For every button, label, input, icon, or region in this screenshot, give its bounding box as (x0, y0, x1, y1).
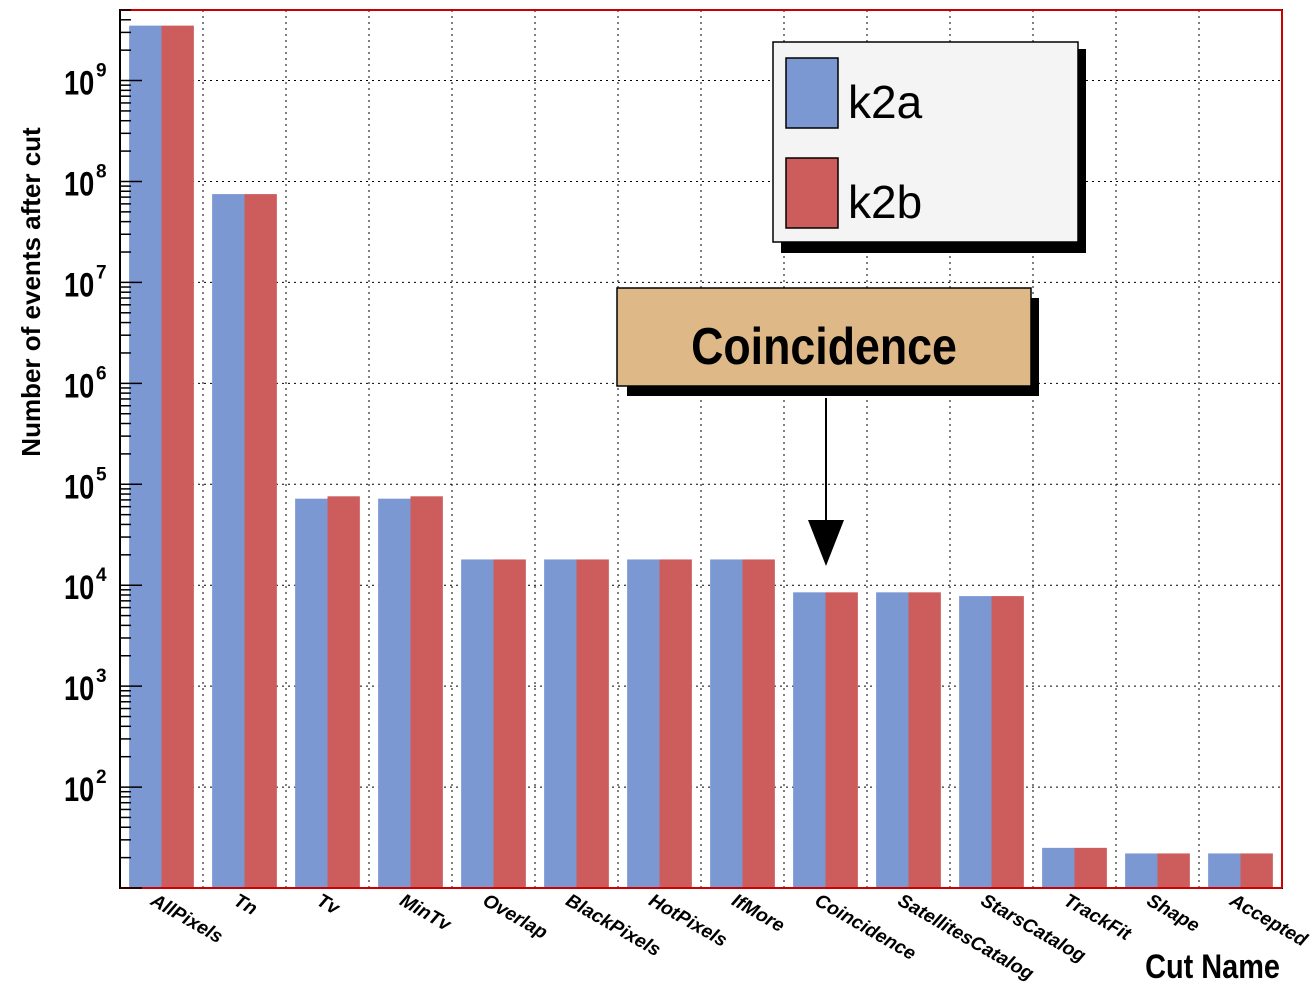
legend: k2a k2b (772, 41, 1086, 253)
bar-k2a-Shape (1125, 853, 1158, 888)
bar-k2b-AllPixels (161, 25, 194, 889)
annotation-arrow-head (808, 520, 844, 566)
y-tick-label-exponent: 5 (96, 464, 107, 485)
annotation: Coincidence (616, 287, 1039, 566)
bar-k2a-HotPixels (627, 559, 660, 888)
bar-k2b-Tn (244, 194, 277, 888)
bar-k2a-StarsCatalog (959, 596, 992, 888)
bar-k2a-Coincidence (793, 592, 826, 888)
y-axis-title: Number of events after cut (16, 127, 46, 457)
annotation-box (616, 287, 1032, 387)
y-tick-label-base: 10 (64, 64, 94, 103)
bar-k2a-TrackFit (1042, 847, 1075, 888)
y-tick-label-exponent: 4 (96, 565, 107, 586)
y-tick-label-base: 10 (64, 568, 94, 607)
y-tick-label-1e6: 10 6 (64, 363, 107, 405)
bar-k2a-Tn (212, 194, 245, 888)
y-tick-label-exponent: 8 (96, 161, 107, 182)
y-axis-ticks (120, 9, 142, 889)
bar-k2b-HotPixels (659, 559, 692, 888)
bar-k2a-SatellitesCatalog (876, 592, 909, 888)
bar-k2b-Coincidence (825, 592, 858, 888)
bar-k2a-MinTv (378, 498, 411, 888)
bar-k2a-Overlap (461, 559, 494, 888)
y-tick-label-base: 10 (64, 165, 94, 204)
bar-k2b-SatellitesCatalog (908, 592, 941, 888)
y-tick-label-exponent: 2 (96, 767, 107, 788)
y-tick-label-base: 10 (64, 669, 94, 708)
legend-label-k2b: k2b (848, 176, 922, 228)
bar-k2b-Accepted (1240, 853, 1273, 888)
y-tick-label-base: 10 (64, 467, 94, 506)
y-tick-label-exponent: 9 (96, 61, 107, 82)
y-tick-label-exponent: 3 (96, 666, 107, 687)
bar-k2a-Accepted (1208, 853, 1241, 888)
y-tick-label-1e2: 10 2 (64, 767, 107, 809)
annotation-label: Coincidence (691, 318, 957, 376)
y-tick-label-1e5: 10 5 (64, 464, 107, 506)
bar-k2b-Tv (327, 496, 360, 888)
bar-k2b-TrackFit (1074, 847, 1107, 888)
y-tick-label-1e3: 10 3 (64, 666, 107, 708)
y-tick-label-1e7: 10 7 (64, 262, 107, 304)
bar-k2b-MinTv (410, 496, 443, 888)
y-tick-label-base: 10 (64, 770, 94, 809)
x-axis-title: Cut Name (1145, 947, 1280, 986)
y-tick-label-base: 10 (64, 265, 94, 304)
y-tick-label-base: 10 (64, 366, 94, 405)
y-tick-label-exponent: 6 (96, 363, 107, 384)
bar-k2b-Shape (1157, 853, 1190, 888)
y-tick-label-1e9: 10 9 (64, 61, 107, 103)
grid (120, 10, 1282, 888)
y-tick-label-exponent: 7 (96, 262, 107, 283)
y-tick-label-1e8: 10 8 (64, 161, 107, 203)
bar-k2a-IfMore (710, 559, 743, 888)
bar-k2a-AllPixels (129, 25, 162, 889)
y-tick-label-1e4: 10 4 (64, 565, 107, 607)
bar-k2b-Overlap (493, 559, 526, 888)
bars (129, 25, 1273, 889)
bar-k2b-StarsCatalog (991, 596, 1024, 888)
bar-k2b-BlackPixels (576, 559, 609, 888)
bar-k2b-IfMore (742, 559, 775, 888)
legend-label-k2a: k2a (848, 76, 923, 128)
legend-swatch-k2b (785, 157, 839, 229)
bar-k2a-BlackPixels (544, 559, 577, 888)
bar-k2a-Tv (295, 498, 328, 888)
legend-swatch-k2a (785, 57, 839, 129)
